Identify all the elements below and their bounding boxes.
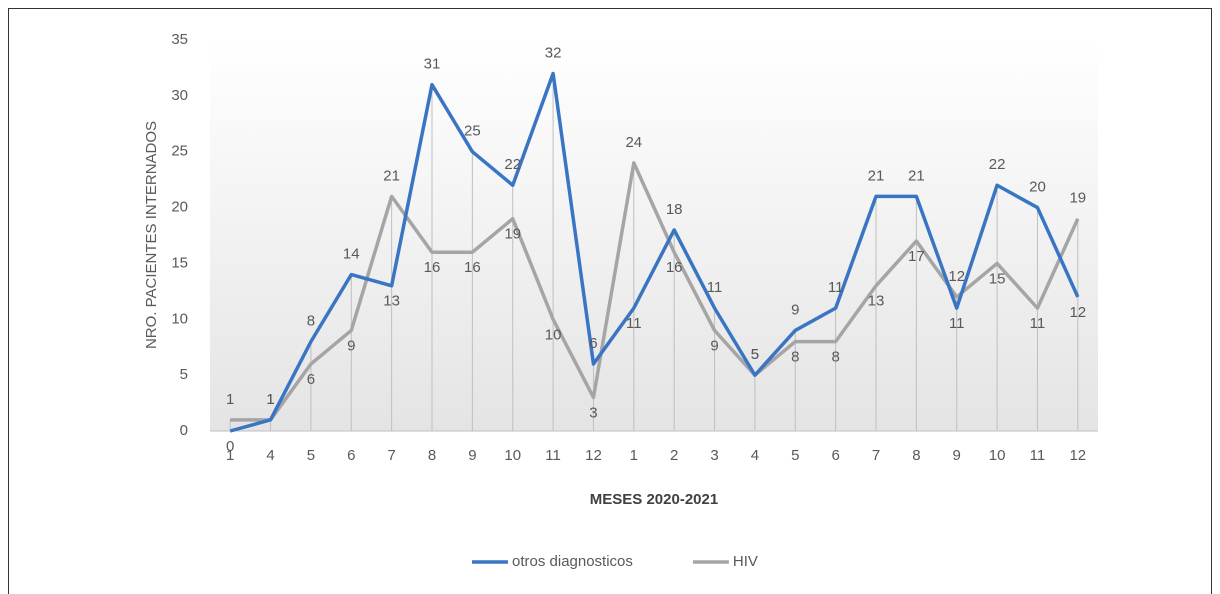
data-label: 19 [504, 226, 521, 243]
x-tick-label: 10 [504, 447, 521, 464]
data-label: 32 [545, 44, 562, 61]
x-tick-label: 1 [226, 447, 234, 464]
legend-label: otros diagnosticos [512, 553, 633, 570]
y-tick-label: 30 [171, 87, 188, 104]
data-label: 18 [666, 201, 683, 218]
data-label: 31 [424, 56, 441, 73]
data-label: 19 [1069, 190, 1086, 207]
data-label: 14 [343, 246, 360, 263]
x-tick-label: 4 [266, 447, 274, 464]
y-tick-label: 15 [171, 254, 188, 271]
frame [8, 8, 1212, 594]
series-line [230, 161, 1080, 422]
x-tick-label: 8 [428, 447, 436, 464]
plot-area [210, 40, 1098, 431]
x-tick-label: 3 [710, 447, 718, 464]
x-tick-label: 2 [670, 447, 678, 464]
data-label: 13 [383, 293, 400, 310]
data-label: 16 [424, 259, 441, 276]
data-label: 21 [908, 167, 925, 184]
legend-label: HIV [733, 553, 758, 570]
x-tick-label: 5 [307, 447, 315, 464]
y-tick-label: 20 [171, 199, 188, 216]
data-label: 15 [989, 270, 1006, 287]
data-label: 1 [266, 391, 274, 408]
data-label: 9 [710, 337, 718, 354]
x-axis-title: MESES 2020-2021 [590, 491, 718, 508]
x-tick-label: 6 [347, 447, 355, 464]
x-tick-label: 6 [831, 447, 839, 464]
data-label: 8 [307, 313, 315, 330]
x-tick-label: 10 [989, 447, 1006, 464]
x-tick-label: 12 [585, 447, 602, 464]
data-label: 1 [266, 391, 274, 408]
x-tick-label: 1 [630, 447, 638, 464]
y-tick-label: 0 [180, 422, 188, 439]
data-label: 5 [751, 346, 759, 363]
data-label: 11 [828, 279, 844, 296]
x-tick-label: 9 [953, 447, 961, 464]
x-tick-label: 8 [912, 447, 920, 464]
data-label: 11 [626, 315, 642, 332]
series-line [229, 71, 1080, 433]
data-label: 1 [226, 391, 234, 408]
x-tick-label: 12 [1069, 447, 1086, 464]
data-label: 8 [791, 349, 799, 366]
y-tick-label: 35 [171, 31, 188, 48]
data-label: 24 [625, 134, 642, 151]
x-tick-label: 9 [468, 447, 476, 464]
data-label: 6 [589, 335, 597, 352]
data-label: 11 [949, 315, 965, 332]
data-label: 20 [1029, 179, 1046, 196]
data-label: 21 [868, 167, 885, 184]
data-label: 6 [307, 371, 315, 388]
x-tick-label: 7 [387, 447, 395, 464]
x-tick-label: 11 [545, 447, 561, 464]
data-label: 9 [791, 301, 799, 318]
data-label: 5 [751, 346, 759, 363]
data-label: 12 [1069, 304, 1086, 321]
data-label: 16 [464, 259, 481, 276]
data-label: 10 [545, 326, 562, 343]
data-label: 12 [948, 268, 965, 285]
data-label: 25 [464, 123, 481, 140]
y-tick-label: 10 [171, 310, 188, 327]
data-label: 0 [226, 438, 234, 455]
data-label: 9 [347, 337, 355, 354]
data-label: 16 [666, 259, 683, 276]
data-label: 17 [908, 248, 925, 265]
data-label: 21 [383, 167, 400, 184]
data-label: 3 [589, 404, 597, 421]
data-label: 8 [831, 349, 839, 366]
data-label: 13 [868, 293, 885, 310]
data-label: 11 [1030, 315, 1046, 332]
x-tick-label: 11 [1030, 447, 1046, 464]
x-tick-label: 7 [872, 447, 880, 464]
y-axis-title: NRO. PACIENTES INTERNADOS [143, 121, 160, 349]
x-tick-label: 5 [791, 447, 799, 464]
x-tick-label: 4 [751, 447, 759, 464]
data-label: 22 [989, 156, 1006, 173]
y-tick-label: 5 [180, 366, 188, 383]
data-label: 22 [504, 156, 521, 173]
data-label: 11 [707, 279, 723, 296]
y-tick-label: 25 [171, 143, 188, 160]
